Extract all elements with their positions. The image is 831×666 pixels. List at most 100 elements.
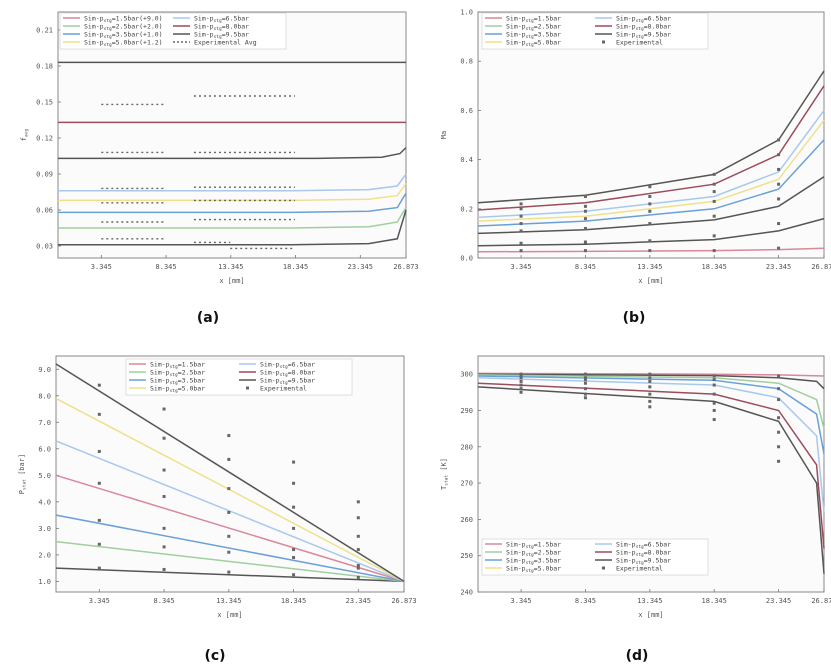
x-tick-label: 3.345	[511, 597, 532, 605]
legend-label: Sim-pstg=3.5bar	[150, 377, 205, 387]
legend-label: Sim-pstg=1.5bar	[506, 15, 561, 25]
experimental-point	[777, 153, 781, 157]
x-tick-label: 26.873	[391, 597, 416, 605]
experimental-point	[648, 185, 652, 189]
experimental-point	[356, 534, 360, 538]
y-tick-label: 1.0	[38, 578, 51, 586]
y-tick-label: 0.6	[460, 107, 473, 115]
y-tick-label: 0.06	[36, 207, 53, 215]
experimental-point	[648, 376, 652, 380]
y-tick-label: 0.15	[36, 99, 53, 107]
x-tick-label: 18.345	[702, 597, 727, 605]
x-axis-label: x [mm]	[219, 277, 244, 285]
series-line	[55, 474, 405, 583]
legend-swatch	[602, 566, 605, 570]
x-tick-label: 13.345	[637, 597, 662, 605]
legend-label: Sim-pstg=9.5bar	[616, 557, 671, 567]
experimental-point	[777, 459, 781, 463]
experimental-point	[712, 418, 716, 422]
series-line	[55, 363, 405, 583]
experimental-point	[162, 468, 166, 472]
experimental-point	[519, 202, 523, 206]
experimental-point	[162, 407, 166, 411]
panel-b: 3.345 8.345 13.345 18.345 23.345 26.873 0.0 0.2…	[440, 9, 831, 327]
legend: Sim-pstg=1.5bar(+9.0) Sim-pstg=6.5barSim-…	[59, 12, 287, 50]
experimental-point	[583, 226, 587, 230]
experimental-point	[712, 214, 716, 218]
panel-label: (c)	[204, 648, 225, 664]
x-tick-label: 13.345	[637, 263, 662, 271]
experimental-point	[777, 138, 781, 142]
y-axis-label: Ma	[440, 131, 448, 139]
legend-label: Sim-pstg=8.0bar	[260, 369, 315, 379]
experimental-point	[583, 249, 587, 253]
experimental-point	[648, 202, 652, 206]
y-tick-label: 0.2	[460, 205, 473, 213]
legend-label: Sim-pstg=2.5bar	[506, 549, 561, 559]
legend-label: Sim-pstg=6.5bar	[260, 361, 315, 371]
experimental-point	[583, 217, 587, 221]
experimental-point	[519, 390, 523, 394]
series-line	[477, 374, 825, 429]
experimental-point	[648, 222, 652, 226]
legend: Sim-pstg=1.5bar Sim-pstg=6.5bar Sim-pstg=2…	[481, 12, 709, 50]
experimental-point	[519, 241, 523, 245]
y-tick-label: 0.18	[36, 63, 53, 71]
y-tick-label: 280	[460, 443, 473, 451]
panel-d: 3.345 8.345 13.345 18.345 23.345 26.873 240 250…	[440, 355, 831, 664]
experimental-point	[227, 570, 231, 574]
legend-label: Experimental	[616, 39, 663, 47]
experimental-point	[648, 239, 652, 243]
y-tick-label: 4.0	[38, 498, 51, 506]
experimental-point	[583, 396, 587, 400]
y-tick-label: 290	[460, 407, 473, 415]
experimental-point	[583, 240, 587, 244]
series-line	[477, 377, 825, 513]
experimental-point	[97, 383, 101, 387]
x-axis-label: x [mm]	[638, 277, 663, 285]
experimental-point	[648, 372, 652, 376]
experimental-point	[519, 229, 523, 233]
legend-label: Sim-pstg=2.5bar	[150, 369, 205, 379]
experimental-point	[712, 234, 716, 238]
experimental-point	[292, 481, 296, 485]
panel-label: (a)	[197, 310, 219, 326]
legend-label: Sim-pstg=5.0bar(+1.2)	[84, 39, 163, 49]
experimental-point	[777, 416, 781, 420]
experimental-point	[356, 566, 360, 570]
legend-label: Sim-pstg=5.0bar	[506, 39, 561, 49]
experimental-point	[712, 182, 716, 186]
legend-swatch	[246, 386, 249, 390]
series-line	[58, 183, 407, 202]
experimental-point	[519, 374, 523, 378]
series-line	[477, 109, 825, 219]
experimental-point	[648, 405, 652, 409]
series-line	[477, 139, 825, 227]
y-tick-label: 3.0	[38, 525, 51, 533]
experimental-point	[292, 460, 296, 464]
experimental-point	[162, 495, 166, 499]
experimental-point	[356, 500, 360, 504]
experimental-point	[292, 556, 296, 560]
y-tick-label: 0.21	[36, 27, 53, 35]
experimental-point	[648, 209, 652, 213]
x-tick-label: 3.345	[91, 263, 112, 271]
legend-box	[481, 538, 709, 576]
experimental-point	[583, 387, 587, 391]
experimental-point	[519, 372, 523, 376]
series-line	[55, 567, 405, 583]
experimental-point	[712, 378, 716, 382]
x-tick-label: 13.345	[216, 597, 241, 605]
legend-label: Sim-pstg=3.5bar(+1.0)	[84, 31, 163, 41]
legend-label: Sim-pstg=1.5bar(+9.0)	[84, 15, 163, 25]
legend-label: Sim-pstg=6.5bar	[616, 15, 671, 25]
experimental-point	[777, 197, 781, 201]
experimental-point	[777, 430, 781, 434]
experimental-point	[712, 374, 716, 378]
experimental-point	[519, 376, 523, 380]
y-tick-label: 5.0	[38, 472, 51, 480]
x-tick-label: 8.345	[156, 263, 177, 271]
x-tick-label: 23.345	[346, 597, 371, 605]
experimental-point	[519, 207, 523, 211]
experimental-point	[519, 379, 523, 383]
